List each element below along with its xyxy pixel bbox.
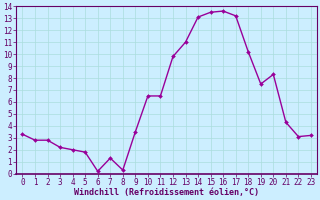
X-axis label: Windchill (Refroidissement éolien,°C): Windchill (Refroidissement éolien,°C) — [74, 188, 259, 197]
